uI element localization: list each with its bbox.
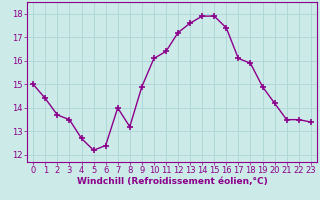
X-axis label: Windchill (Refroidissement éolien,°C): Windchill (Refroidissement éolien,°C) xyxy=(76,177,268,186)
